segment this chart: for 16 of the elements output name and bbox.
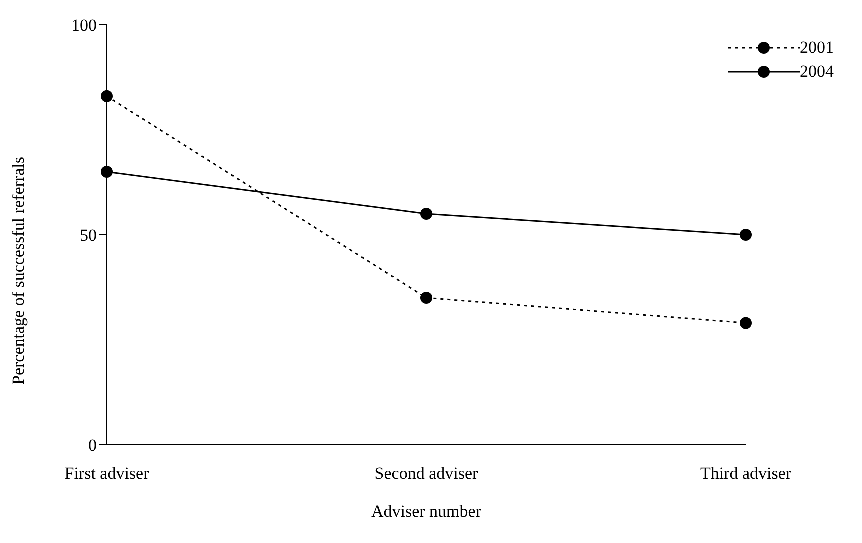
point [101,166,113,178]
point [740,229,752,241]
point [420,208,432,220]
x-tick-label: Third adviser [700,464,792,484]
y-tick-label: 50 [80,226,97,246]
point [420,292,432,304]
x-tick-label: Second adviser [374,464,479,484]
y-axis-title: Percentage of successful referrals [9,157,28,385]
legend-label: 2001 [800,38,834,58]
legend-label: 2004 [800,62,834,82]
point [101,90,113,102]
y-tick-label: 100 [72,16,97,36]
x-axis-title: Adviser number [371,502,482,521]
point [740,317,752,330]
x-tick-label: First adviser [64,464,150,484]
y-tick-label: 0 [88,436,97,456]
